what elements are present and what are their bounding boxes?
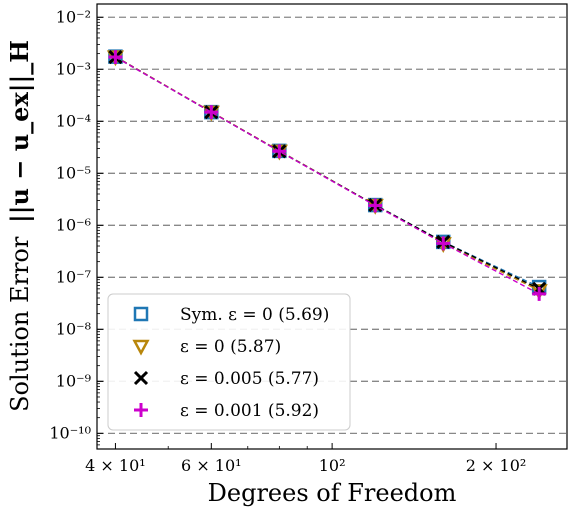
data-point <box>204 105 219 120</box>
legend-marker <box>133 306 149 322</box>
legend-item: ε = 0.001 (5.92) <box>134 401 319 421</box>
data-point <box>436 236 451 251</box>
y-tick-label: 10⁻³ <box>56 59 91 78</box>
legend-box <box>107 293 351 431</box>
x-tick-label: 2 × 10² <box>466 456 527 475</box>
svg-text:Solution Error ||u − u_e: Solution Error ||u − u_ex||_H <box>5 40 34 412</box>
legend-label: Sym. ε = 0 (5.69) <box>180 305 329 325</box>
y-tick-label: 10⁻² <box>56 7 91 26</box>
x-stroke <box>133 370 149 386</box>
data-point <box>272 144 287 159</box>
y-axis-label-math: ||u − u_ex||_H <box>5 40 34 223</box>
y-axis-label: Solution Error ||u − u_ex||_H <box>5 40 34 412</box>
data-point <box>532 286 547 301</box>
legend-label: ε = 0.005 (5.77) <box>180 369 319 389</box>
y-axis-label-prefix: Solution Error <box>6 236 34 412</box>
legend-item: Sym. ε = 0 (5.69) <box>133 305 329 325</box>
legend-label: ε = 0 (5.87) <box>180 337 281 357</box>
x-tick-label: 4 × 10¹ <box>85 456 146 475</box>
series-line <box>115 56 540 295</box>
legend-marker <box>134 403 148 417</box>
legend-marker <box>132 339 150 356</box>
legend: Sym. ε = 0 (5.69) ε = 0 (5.87) ε = 0.005 (… <box>107 293 351 431</box>
series-layer <box>106 49 548 301</box>
y-tick-label: 10⁻⁴ <box>56 111 91 130</box>
legend-marker <box>133 370 149 386</box>
y-tick-label: 10⁻⁸ <box>56 319 91 338</box>
y-tick-label: 10⁻⁹ <box>56 371 92 390</box>
legend-item: ε = 0 (5.87) <box>132 337 281 357</box>
y-tick-label: 10⁻⁷ <box>56 267 91 286</box>
data-point <box>108 50 123 65</box>
tick-layer: 10⁻² 10⁻³ 10⁻⁴ 10⁻⁵ 10⁻⁶ 10⁻⁷ 10⁻⁸ 10⁻⁹ 10⁻¹⁰ 4 ×… <box>49 7 526 475</box>
y-tick-label: 10⁻⁵ <box>56 163 91 182</box>
data-point <box>368 198 383 213</box>
x-tick-label: 6 × 10¹ <box>181 456 242 475</box>
y-tick-label: 10⁻¹⁰ <box>49 423 91 442</box>
legend-label: ε = 0.001 (5.92) <box>180 401 319 421</box>
x-tick-label: 10² <box>319 456 346 475</box>
series-3 <box>108 50 547 301</box>
legend-item: ε = 0.005 (5.77) <box>133 369 319 389</box>
x-axis-label: Degrees of Freedom <box>208 479 457 507</box>
y-tick-label: 10⁻⁶ <box>56 215 91 234</box>
